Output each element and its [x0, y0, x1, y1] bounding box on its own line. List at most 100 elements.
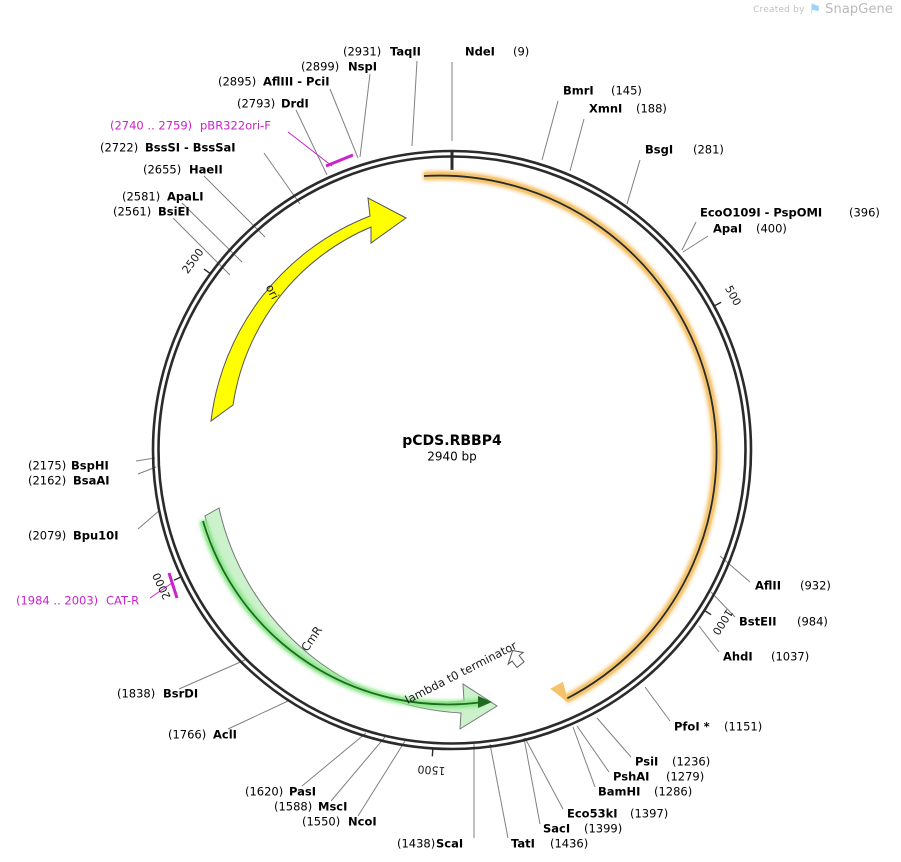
enzyme-name: Eco53kI [567, 807, 618, 821]
site-label-AclI[interactable]: (1766) AclI [168, 728, 237, 742]
enzyme-position: (1286) [654, 785, 692, 799]
enzyme-position: (932) [800, 579, 831, 593]
plasmid-title-group: pCDS.RBBP4 2940 bp [402, 433, 502, 464]
site-label-EcoO109I[interactable]: EcoO109I - PspOMI (396) [700, 206, 880, 220]
feature-ori[interactable]: ori [210, 197, 407, 423]
ruler-tick: 500 [712, 283, 744, 308]
enzyme-name: PsiI [635, 755, 658, 769]
enzyme-name: BsiEI [158, 205, 190, 219]
leader-line [572, 726, 596, 788]
site-label-BsgI[interactable]: BsgI (281) [645, 143, 724, 157]
enzyme-name: HaeII [189, 163, 223, 177]
enzyme-name: NspI [348, 60, 377, 74]
enzyme-name: NcoI [348, 815, 377, 829]
site-label-AflIII[interactable]: (2895) AflIII - PciI [218, 75, 330, 89]
enzyme-name: AflIII - PciI [263, 75, 330, 89]
enzyme-position: (1399) [584, 822, 622, 836]
site-label-SacI[interactable]: SacI (1399) [543, 822, 622, 836]
leader-line [489, 743, 509, 839]
feature-cmr[interactable]: CmR [200, 507, 498, 730]
primer-mark-cat-r[interactable] [167, 572, 179, 599]
enzyme-name: Bpu10I [73, 529, 118, 543]
watermark-prefix: Created by [753, 4, 805, 15]
site-label-BsaAI[interactable]: (2162) BsaAI [28, 474, 110, 488]
enzyme-name: BsaAI [73, 474, 110, 488]
site-label-TatI[interactable]: TatI (1436) [511, 837, 588, 851]
site-label-PasI[interactable]: (1620) PasI [245, 785, 316, 799]
site-label-BspHI[interactable]: (2175) BspHI [28, 459, 109, 473]
enzyme-name: BamHI [598, 785, 640, 799]
site-label-NcoI[interactable]: (1550) NcoI [302, 815, 377, 829]
ruler-tick-label: 500 [722, 283, 744, 308]
ruler-tick: 2500 [180, 246, 212, 276]
leader-line [287, 131, 333, 167]
plasmid-size: 2940 bp [427, 450, 477, 464]
leader-line [359, 73, 371, 158]
site-label-Eco53kI[interactable]: Eco53kI (1397) [567, 807, 668, 821]
watermark-brand: SnapGene [825, 2, 893, 17]
primer-label-pBR322ori-F[interactable]: (2740 .. 2759) pBR322ori-F [110, 119, 271, 133]
enzyme-position: (400) [756, 222, 787, 236]
enzyme-position: (1588) [274, 800, 312, 814]
enzyme-name: TatI [511, 837, 535, 851]
enzyme-position: (2175) [28, 459, 66, 473]
snapgene-watermark: Created by ⚑ SnapGene [753, 2, 893, 17]
enzyme-position: (1236) [672, 755, 710, 769]
site-label-PshAI[interactable]: PshAI (1279) [613, 770, 704, 784]
primer-name: CAT-R [106, 594, 139, 608]
primer-mark-pbr322ori-f[interactable] [325, 153, 354, 168]
enzyme-name: AclI [213, 728, 237, 742]
enzyme-name: BmrI [563, 84, 594, 98]
site-label-BmrI[interactable]: BmrI (145) [563, 84, 642, 98]
enzyme-name: EcoO109I - PspOMI [700, 206, 822, 220]
ruler-tick-label: 2500 [180, 246, 207, 276]
leader-line [137, 509, 161, 530]
enzyme-position: (1436) [550, 837, 588, 851]
enzyme-position: (2581) [122, 190, 160, 204]
leader-line [626, 159, 641, 205]
enzyme-position: (2793) [237, 97, 275, 111]
ruler-tick-label: 1500 [417, 762, 446, 777]
site-label-BsrDI[interactable]: (1838) BsrDI [117, 687, 198, 701]
site-label-TaqII[interactable]: (2931) TaqII [343, 45, 421, 59]
site-label-PfoI[interactable]: PfoI * (1151) [674, 720, 762, 734]
site-label-BstEII[interactable]: BstEII (984) [739, 615, 828, 629]
primer-label-CAT-R[interactable]: (1984 .. 2003) CAT-R [16, 594, 139, 608]
site-label-NspI[interactable]: (2899) NspI [301, 60, 377, 74]
leader-line [178, 659, 246, 690]
leader-line [576, 725, 610, 773]
site-label-PsiI[interactable]: PsiI (1236) [635, 755, 710, 769]
site-label-Bpu10I[interactable]: (2079) Bpu10I [28, 529, 118, 543]
leader-line [698, 625, 720, 653]
leader-line [411, 60, 418, 147]
site-label-AflII[interactable]: AflII (932) [755, 579, 831, 593]
enzyme-position: (145) [611, 84, 642, 98]
site-label-XmnI[interactable]: XmnI (188) [589, 102, 667, 116]
site-label-HaeII[interactable]: (2655) HaeII [143, 163, 223, 177]
enzyme-position: (1397) [630, 807, 668, 821]
site-label-BamHI[interactable]: BamHI (1286) [598, 785, 692, 799]
leader-line [523, 737, 541, 825]
site-label-ApaI[interactable]: ApaI (400) [713, 222, 787, 236]
ruler-tick: 1500 [417, 747, 446, 777]
leader-line [227, 700, 289, 730]
site-label-ApaLI[interactable]: (2581) ApaLI [122, 190, 204, 204]
leader-line [172, 217, 231, 276]
enzyme-position: (2895) [218, 75, 256, 89]
feature-cds-arc[interactable] [423, 172, 721, 703]
site-label-MscI[interactable]: (1588) MscI [274, 800, 347, 814]
leader-line [541, 100, 559, 161]
enzyme-position: (281) [693, 143, 724, 157]
ruler-tick: 1000 [703, 607, 735, 637]
site-label-DrdI[interactable]: (2793) DrdI [237, 97, 309, 111]
enzyme-name: PfoI * [674, 720, 710, 734]
site-label-ScaI[interactable]: (1438) ScaI [397, 837, 463, 851]
enzyme-position: (188) [636, 102, 667, 116]
site-label-AhdI[interactable]: AhdI (1037) [723, 650, 809, 664]
enzyme-name: AflII [755, 579, 781, 593]
site-label-BssSI[interactable]: (2722) BssSI - BssSaI [100, 141, 236, 155]
plasmid-backbone [151, 149, 753, 751]
site-label-BsiEI[interactable]: (2561) BsiEI [113, 205, 190, 219]
site-label-NdeI[interactable]: NdeI (9) [465, 45, 529, 59]
enzyme-position: (1620) [245, 785, 283, 799]
